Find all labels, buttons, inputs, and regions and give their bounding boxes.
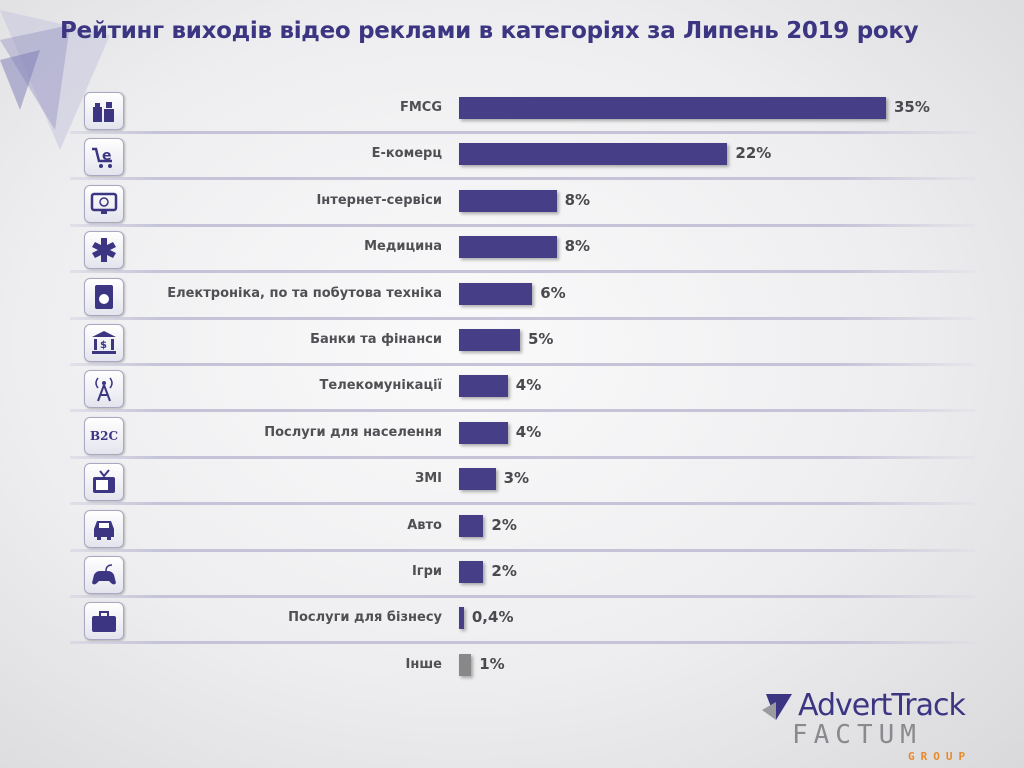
- chart-row: Медицина 8%: [70, 227, 975, 274]
- ecommerce-cart-icon: e: [84, 138, 124, 177]
- logo-brand: AdvertTrack: [798, 688, 966, 723]
- svg-text:e: e: [102, 148, 112, 164]
- bar: [459, 329, 520, 351]
- page-title: Рейтинг виходів відео реклами в категорі…: [60, 18, 919, 44]
- category-label: Інше: [405, 656, 442, 672]
- chart-row: Авто 2%: [70, 506, 975, 552]
- value-label: 8%: [564, 190, 591, 209]
- row-separator: [70, 548, 975, 552]
- logo-company: FACTUM: [792, 720, 922, 750]
- category-label: Послуги для бізнесу: [288, 610, 442, 626]
- bar: [459, 514, 484, 537]
- bar: [459, 468, 496, 491]
- chart-row: $ Банки та фінанси 5%: [70, 320, 975, 366]
- row-separator: [70, 363, 975, 366]
- bar: [459, 236, 557, 259]
- category-label: Інтернет-сервіси: [316, 192, 442, 208]
- value-label: 22%: [735, 144, 772, 163]
- bar: [459, 143, 728, 166]
- row-separator: [70, 455, 975, 459]
- category-label: Банки та фінанси: [310, 332, 442, 347]
- chart-row: Телекомунікації 4%: [70, 366, 975, 413]
- value-label: 2%: [491, 515, 517, 534]
- logo-mark-icon: [762, 694, 792, 720]
- car-icon: [84, 509, 124, 548]
- row-separator: [70, 502, 975, 506]
- value-label: 4%: [515, 376, 542, 395]
- bar: [459, 653, 472, 676]
- decorative-triangles: [0, 10, 110, 150]
- chart-row: Послуги для бізнесу 0,4%: [70, 598, 975, 645]
- chart-row: FMCG 35%: [70, 88, 975, 134]
- row-separator: [70, 177, 975, 181]
- row-separator: [70, 595, 975, 598]
- bar: [459, 421, 508, 444]
- chart-row: ЗМІ 3%: [70, 459, 975, 506]
- value-label: 6%: [540, 283, 566, 302]
- category-label: Авто: [407, 517, 442, 533]
- row-separator: [70, 409, 975, 413]
- medical-star-icon: [84, 231, 124, 270]
- category-label: Е-комерц: [371, 146, 442, 162]
- bar: [459, 282, 533, 305]
- briefcase-icon: [84, 602, 124, 641]
- chart-row: Ігри 2%: [70, 552, 975, 598]
- category-label: Телекомунікації: [319, 378, 442, 394]
- chart-row: Електроніка, по та побутова техніка 6%: [70, 274, 975, 320]
- fmcg-products-icon: [84, 92, 124, 130]
- svg-text:$: $: [100, 340, 107, 351]
- chart-row: B2C Послуги для населення 4%: [70, 413, 975, 459]
- category-label: Електроніка, по та побутова техніка: [167, 285, 442, 301]
- bar: [459, 97, 886, 119]
- category-label: Медицина: [364, 239, 442, 255]
- row-separator: [70, 316, 975, 320]
- bar: [459, 607, 464, 630]
- tv-icon: [84, 463, 124, 502]
- chart-row: e Е-комерц 22%: [70, 134, 975, 181]
- adverttrack-factum-logo: AdvertTrack FACTUM GROUP: [762, 688, 1002, 764]
- value-label: 1%: [479, 654, 505, 673]
- row-separator: [70, 223, 975, 227]
- category-label: ЗМІ: [414, 471, 442, 487]
- value-label: 4%: [515, 422, 542, 441]
- b2c-icon: B2C: [84, 416, 124, 455]
- value-label: 5%: [528, 330, 554, 348]
- row-separator: [70, 131, 975, 134]
- bar: [459, 561, 484, 583]
- value-label: 8%: [564, 237, 591, 256]
- row-separator: [70, 641, 975, 645]
- value-label: 2%: [491, 562, 517, 580]
- washing-machine-icon: [84, 277, 124, 316]
- category-label: Ігри: [411, 564, 442, 579]
- internet-monitor-icon: [84, 184, 124, 223]
- value-label: 3%: [503, 469, 530, 488]
- value-label: 35%: [894, 98, 930, 116]
- category-label: FMCG: [399, 100, 442, 115]
- chart-row: Інше 1%: [70, 645, 975, 691]
- category-label: Послуги для населення: [264, 424, 442, 440]
- bar: [459, 189, 557, 212]
- gamepad-icon: [84, 556, 124, 594]
- row-separator: [70, 270, 975, 274]
- bar: [459, 375, 508, 398]
- value-label: 0,4%: [471, 608, 514, 627]
- bank-icon: $: [84, 324, 124, 362]
- telecom-tower-icon: [84, 370, 124, 409]
- chart-row: Інтернет-сервіси 8%: [70, 181, 975, 227]
- logo-group: GROUP: [908, 750, 972, 763]
